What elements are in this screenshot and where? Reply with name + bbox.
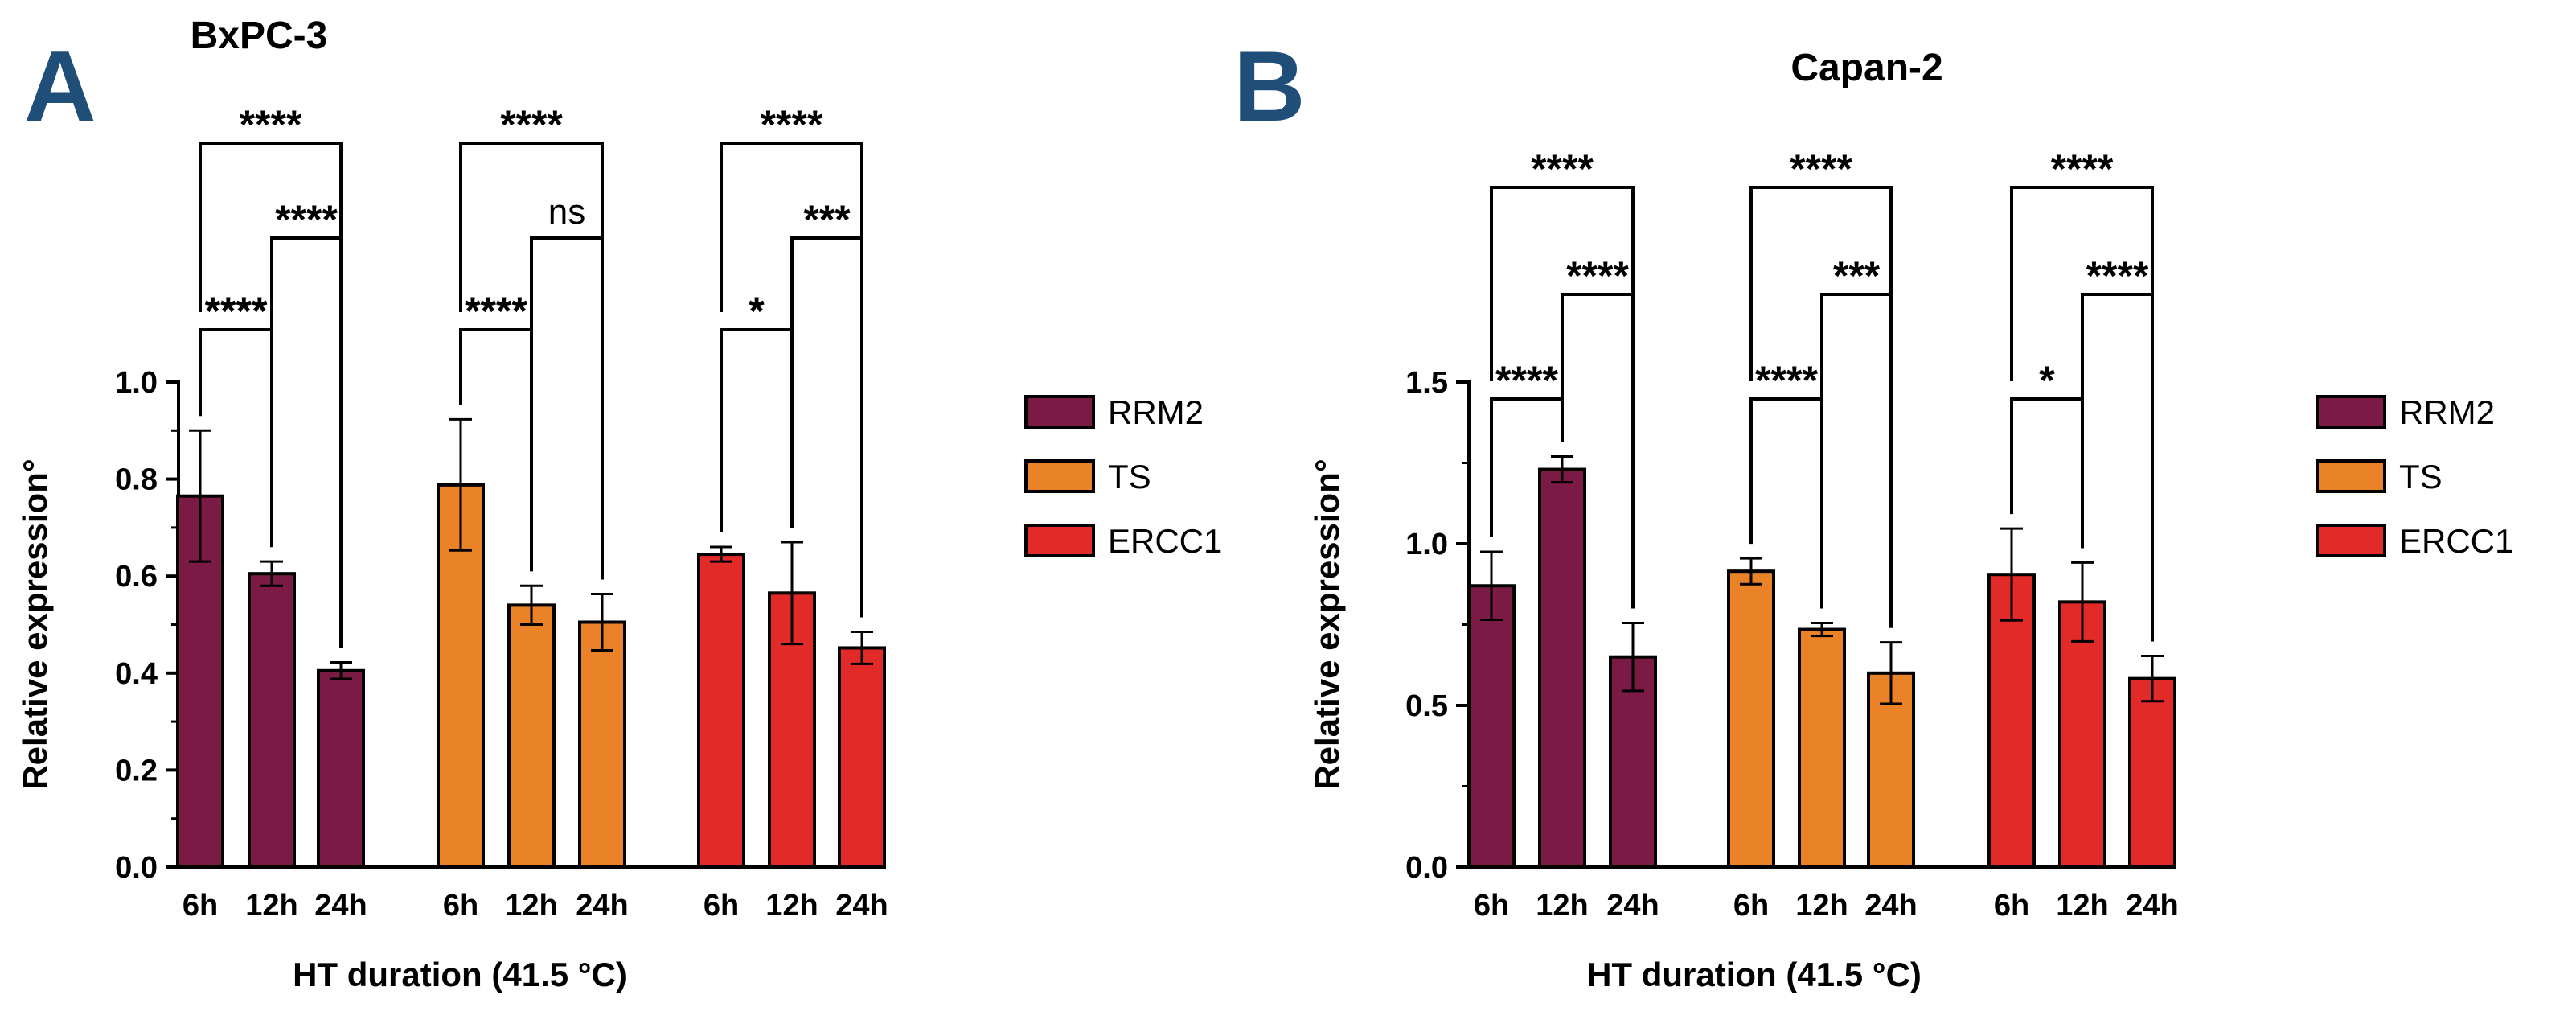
legend-swatch-ercc1 [2316, 524, 2386, 557]
significance-label: * [2039, 358, 2055, 403]
x-category-label: 6h [1994, 889, 2029, 923]
chart-panel-b: B Capan-2 0.0 0.5 1.0 1.5 Relative expression°… [1233, 31, 2513, 993]
significance-label: *** [1833, 253, 1881, 298]
significance-bracket [720, 328, 794, 533]
bar-ts-24h [578, 620, 626, 869]
y-tick-label: 1.0 [115, 366, 158, 400]
significance-bracket [459, 142, 604, 580]
x-category-label: 6h [443, 889, 478, 923]
significance-label: **** [240, 102, 302, 147]
x-category-label: 24h [576, 889, 628, 923]
significance-bracket [1749, 186, 1893, 628]
x-category-label: 12h [505, 889, 557, 923]
significance-label: **** [1790, 146, 1852, 191]
x-category-label: 6h [703, 889, 739, 923]
significance-bracket [2010, 186, 2154, 642]
y-tick-label: 0.2 [115, 754, 158, 787]
bar-ts-12h [1798, 627, 1846, 870]
significance-label: * [749, 289, 765, 334]
chart-panel-a: A BxPC-3 0.0 0.2 0.4 0.6 0.8 1.0 Relative expres… [16, 14, 1222, 993]
legend-swatch-rrm2 [1024, 395, 1095, 429]
significance-bracket [1820, 293, 1893, 628]
legend-swatch-ercc1 [1024, 524, 1095, 557]
legend-swatch-ts [1024, 459, 1095, 493]
bar-rrm2-12h [1538, 467, 1586, 869]
bar-ts-12h [507, 603, 556, 869]
x-category-label: 24h [1864, 889, 1917, 923]
legend-label-ts: TS [2399, 458, 2443, 495]
significance-bracket [790, 236, 863, 618]
y-tick-label: 0.0 [1405, 851, 1448, 885]
x-category-label: 24h [835, 889, 888, 923]
x-category-label: 12h [765, 889, 818, 923]
significance-label: **** [1755, 358, 1818, 403]
panel-letter: B [1233, 31, 1306, 142]
chart-title: Capan-2 [1790, 47, 1942, 89]
bar-rrm2-24h [317, 668, 365, 869]
x-category-label: 12h [1795, 889, 1848, 923]
y-tick-label: 0.6 [115, 560, 158, 594]
legend-label-ercc1: ERCC1 [2399, 522, 2513, 560]
y-tick-label: 0.4 [115, 657, 158, 691]
significance-label: **** [275, 197, 338, 242]
bar-rrm2-6h [1467, 584, 1516, 869]
significance-label: **** [761, 102, 823, 147]
significance-label: *** [803, 197, 851, 242]
y-tick-label: 0.5 [1405, 689, 1448, 723]
significance-label: **** [465, 289, 527, 334]
x-category-label: 6h [1474, 889, 1509, 923]
significance-bracket [199, 142, 343, 648]
x-category-label: 24h [1606, 889, 1659, 923]
x-axis-label: HT duration (41.5 °C) [293, 956, 627, 993]
significance-label: **** [1566, 253, 1629, 298]
bar-ercc1-6h [697, 553, 745, 869]
panel-letter: A [24, 31, 96, 142]
x-category-label: 24h [2126, 889, 2178, 923]
chart-title: BxPC-3 [191, 14, 328, 57]
significance-label: **** [1495, 358, 1558, 403]
significance-bracket [2010, 397, 2084, 549]
significance-bracket [1490, 186, 1635, 609]
y-axis-label: Relative expression° [16, 458, 54, 789]
significance-bracket [720, 142, 863, 618]
x-category-label: 12h [2056, 889, 2108, 923]
bar-ercc1-12h [2058, 600, 2106, 869]
legend-label-rrm2: RRM2 [1108, 393, 1204, 431]
significance-label: **** [2051, 146, 2114, 191]
significance-label: **** [1531, 146, 1594, 191]
legend-label-ercc1: ERCC1 [1108, 522, 1222, 560]
significance-label: **** [2086, 253, 2149, 298]
y-tick-label: 0.8 [115, 463, 158, 497]
bar-rrm2-12h [248, 572, 296, 869]
y-tick-label: 0.0 [115, 851, 158, 885]
y-tick-label: 1.5 [1405, 366, 1448, 400]
x-category-label: 12h [1536, 889, 1588, 923]
legend-swatch-rrm2 [2316, 395, 2386, 429]
legend-label-rrm2: RRM2 [2399, 393, 2495, 431]
bar-ercc1-24h [838, 646, 886, 869]
significance-label: **** [500, 102, 563, 147]
bar-ercc1-24h [2128, 676, 2176, 869]
y-tick-label: 1.0 [1405, 528, 1448, 561]
x-category-label: 12h [245, 889, 297, 923]
significance-label: ns [548, 192, 585, 232]
x-category-label: 24h [314, 889, 367, 923]
x-category-label: 6h [183, 889, 218, 923]
legend-swatch-ts [2316, 459, 2386, 493]
legend-label-ts: TS [1108, 458, 1151, 495]
x-axis-label: HT duration (41.5 °C) [1587, 956, 1922, 993]
x-category-label: 6h [1733, 889, 1769, 923]
significance-bracket [2081, 293, 2154, 642]
significance-bracket [530, 236, 604, 580]
bar-ts-6h [1727, 569, 1775, 869]
significance-label: **** [205, 289, 268, 334]
y-axis-label: Relative expression° [1308, 458, 1346, 789]
